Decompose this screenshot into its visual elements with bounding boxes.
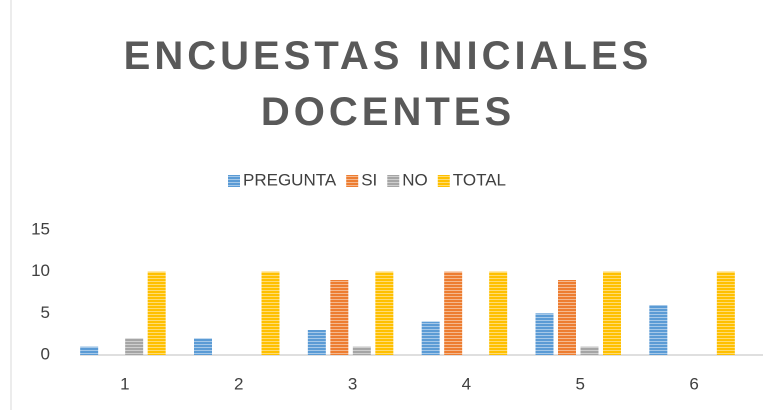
legend-swatch [228,175,240,187]
x-tick-label: 6 [689,374,698,393]
bar [194,338,212,355]
bar [375,271,394,355]
x-tick-label: 4 [462,374,471,393]
x-tick-label: 2 [234,374,243,393]
bar [147,271,166,355]
bar [330,280,349,355]
legend-label: TOTAL [453,170,506,189]
y-tick-label: 10 [31,261,50,280]
legend-swatch [437,175,450,187]
bar [603,271,621,355]
x-tick-label: 5 [576,374,585,393]
bar [649,305,668,355]
bar [307,330,326,355]
y-tick-label: 0 [41,344,50,363]
bar [580,346,599,355]
bar [261,271,280,355]
x-tick-label: 3 [348,374,357,393]
bar [125,338,144,355]
bar [535,313,554,355]
bar [352,346,371,355]
x-tick-label: 1 [120,374,129,393]
bar [80,346,99,355]
y-tick-label: 15 [31,219,50,238]
bar [421,321,440,355]
bar [489,271,508,355]
legend-swatch [346,175,359,187]
y-tick-label: 5 [41,303,50,322]
legend-label: SI [361,170,377,189]
bar [716,271,735,355]
legend-label: PREGUNTA [243,170,337,189]
legend-label: NO [402,170,428,189]
chart-title: ENCUESTAS INICIALES DOCENTES [123,34,653,134]
bar [444,271,463,355]
legend-swatch [387,175,400,187]
bar [558,280,576,355]
